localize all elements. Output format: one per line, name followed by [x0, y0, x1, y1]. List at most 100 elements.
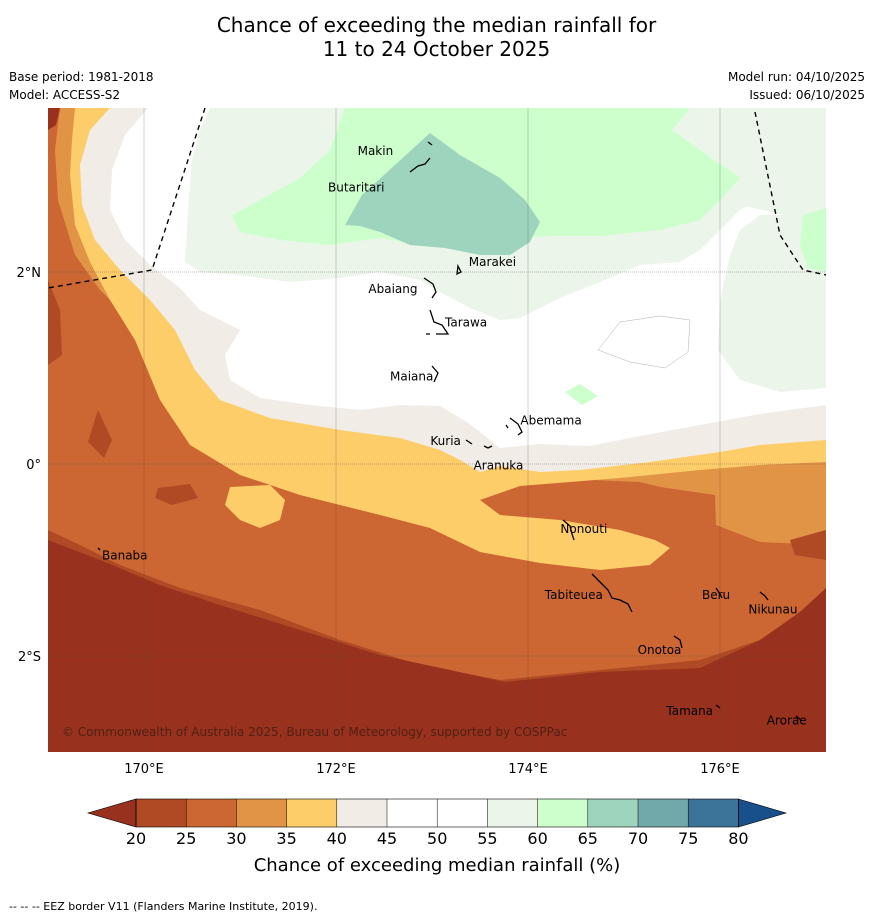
colorbar-outline [135, 798, 739, 828]
colorbar-over-arrow [738, 798, 788, 828]
island-nikunau-outline [759, 591, 769, 601]
place-label-maiana: Maiana [390, 370, 433, 384]
island-marakei-outline [456, 263, 462, 276]
island-aranuka-outline [483, 445, 493, 449]
colorbar-tick-label: 70 [628, 829, 648, 848]
contour-band-60-65-east [800, 208, 826, 272]
colorbar-tick-label: 45 [377, 829, 397, 848]
colorbar-tick-label: 25 [176, 829, 196, 848]
place-label-tamana: Tamana [665, 704, 713, 718]
island-arorae-outline [795, 715, 802, 721]
colorbar-swatch [537, 799, 589, 827]
contour-band-65-70 [345, 133, 540, 255]
lon-tick-label: 170°E [124, 762, 164, 777]
colorbar-swatch [336, 799, 388, 827]
colorbar-tick-label: 60 [527, 829, 547, 848]
island-tamana-outline [715, 704, 721, 709]
probability-contours [48, 108, 826, 752]
colorbar-swatch [236, 799, 288, 827]
map-title-line1: Chance of exceeding the median rainfall … [216, 13, 657, 37]
place-label-tarawa: Tarawa [444, 316, 487, 330]
contour-band-35-40-patch [225, 485, 285, 528]
island-maiana-outline [431, 365, 439, 383]
colorbar-swatch [136, 799, 187, 827]
place-label-banaba: Banaba [102, 548, 148, 562]
graticule [48, 108, 826, 752]
contour-band-20-25-patch-south [155, 484, 198, 505]
island-nonouti-outline [562, 519, 575, 541]
place-label-abemama: Abemama [520, 414, 581, 428]
eez-footnote: -- -- -- EEZ border V11 (Flanders Marine… [9, 900, 318, 913]
place-labels: Makin Butaritari Marakei Abaiang Tarawa Maian… [102, 144, 807, 728]
colorbar-tick-label: 20 [126, 829, 146, 848]
island-outlines [97, 141, 802, 721]
colorbar-swatch [688, 799, 739, 827]
place-label-tabiteuea: Tabiteuea [544, 588, 603, 602]
colorbar: 20 25 30 35 40 45 50 55 60 65 70 75 80 [86, 798, 788, 848]
island-tabiteuea-outline [591, 573, 633, 613]
island-banaba-outline [97, 547, 101, 551]
issued-date: Issued: 06/10/2025 [749, 88, 865, 102]
colorbar-swatch [487, 799, 539, 827]
copyright-notice: © Commonwealth of Australia 2025, Bureau… [62, 725, 567, 739]
place-label-kuria: Kuria [430, 434, 461, 448]
colorbar-swatch [437, 799, 488, 827]
island-tarawa-outline [426, 309, 450, 335]
contour-band-20-25-patch-edge [48, 280, 62, 365]
colorbar-swatch [387, 799, 438, 827]
lon-tick-label: 172°E [316, 762, 356, 777]
lat-tick-label: 2°S [18, 650, 41, 665]
place-label-aranuka: Aranuka [474, 458, 524, 472]
place-label-marakei: Marakei [469, 255, 516, 269]
colorbar-tick-label: 65 [578, 829, 598, 848]
latitude-ticks: 2°N 0° 2°S [17, 266, 42, 665]
eez-border-west [48, 108, 206, 289]
colorbar-tick-label: 55 [477, 829, 497, 848]
colorbar-tick-label: 80 [728, 829, 748, 848]
place-label-makin: Makin [358, 144, 394, 158]
colorbar-tick-label: 35 [276, 829, 296, 848]
colorbar-tick-label: 75 [678, 829, 698, 848]
colorbar-tick-label: 30 [226, 829, 246, 848]
colorbar-tick-label: 40 [327, 829, 347, 848]
island-butaritari-outline [409, 157, 431, 173]
lat-tick-label: 0° [26, 458, 41, 473]
island-kuria-outline [465, 439, 473, 445]
colorbar-swatch [587, 799, 639, 827]
place-label-butaritari: Butaritari [328, 181, 385, 195]
map-title-line2: 11 to 24 October 2025 [322, 37, 551, 61]
contour-band-20-25-patch-west [88, 410, 112, 458]
colorbar-swatch [286, 799, 338, 827]
longitude-ticks: 170°E 172°E 174°E 176°E [124, 762, 740, 777]
model-name: Model: ACCESS-S2 [9, 88, 121, 102]
eez-border [48, 108, 826, 289]
island-abemama-outline [505, 417, 523, 436]
place-label-nonouti: Nonouti [560, 522, 607, 536]
colorbar-swatch [638, 799, 689, 827]
contour-band-60-65-patch [565, 384, 598, 405]
lat-tick-label: 2°N [17, 266, 42, 281]
place-label-beru: Beru [702, 588, 730, 602]
place-label-nikunau: Nikunau [748, 602, 797, 616]
island-abaiang-outline [423, 277, 437, 299]
contour-band-under-20-corner [48, 108, 60, 130]
lon-tick-label: 176°E [700, 762, 740, 777]
colorbar-tick-label: 50 [427, 829, 447, 848]
contour-band-20-25-patch-east [790, 530, 826, 560]
base-period: Base period: 1981-2018 [9, 70, 154, 84]
place-label-arorae: Arorae [767, 714, 807, 728]
eez-border-east [754, 111, 826, 276]
lon-tick-label: 174°E [508, 762, 548, 777]
colorbar-title: Chance of exceeding median rainfall (%) [254, 855, 621, 876]
island-makin-outline [427, 141, 433, 146]
colorbar-under-arrow [86, 798, 137, 828]
contour-band-45-55-patch [597, 315, 691, 369]
colorbar-swatch [186, 799, 237, 827]
place-label-abaiang: Abaiang [368, 282, 417, 296]
island-onotoa-outline [673, 635, 683, 649]
island-beru-outline [715, 587, 723, 599]
place-label-onotoa: Onotoa [638, 643, 682, 657]
contour-band-under-20 [48, 540, 826, 752]
model-run-date: Model run: 04/10/2025 [727, 70, 865, 84]
